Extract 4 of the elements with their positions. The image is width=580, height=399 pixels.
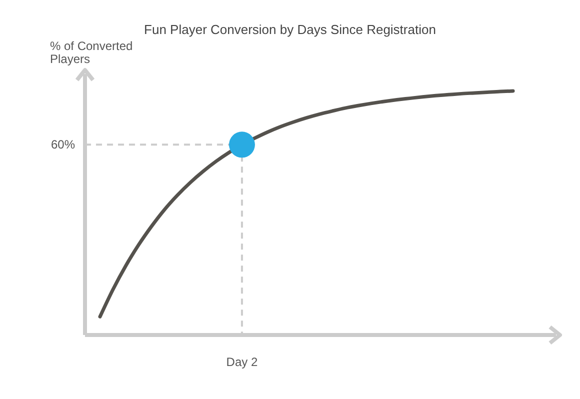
chart-title: Fun Player Conversion by Days Since Registration <box>144 22 436 37</box>
text: Day 2 <box>226 355 258 369</box>
text: 60% <box>50 138 76 152</box>
y-axis-title: % of Converted Players <box>50 39 133 66</box>
